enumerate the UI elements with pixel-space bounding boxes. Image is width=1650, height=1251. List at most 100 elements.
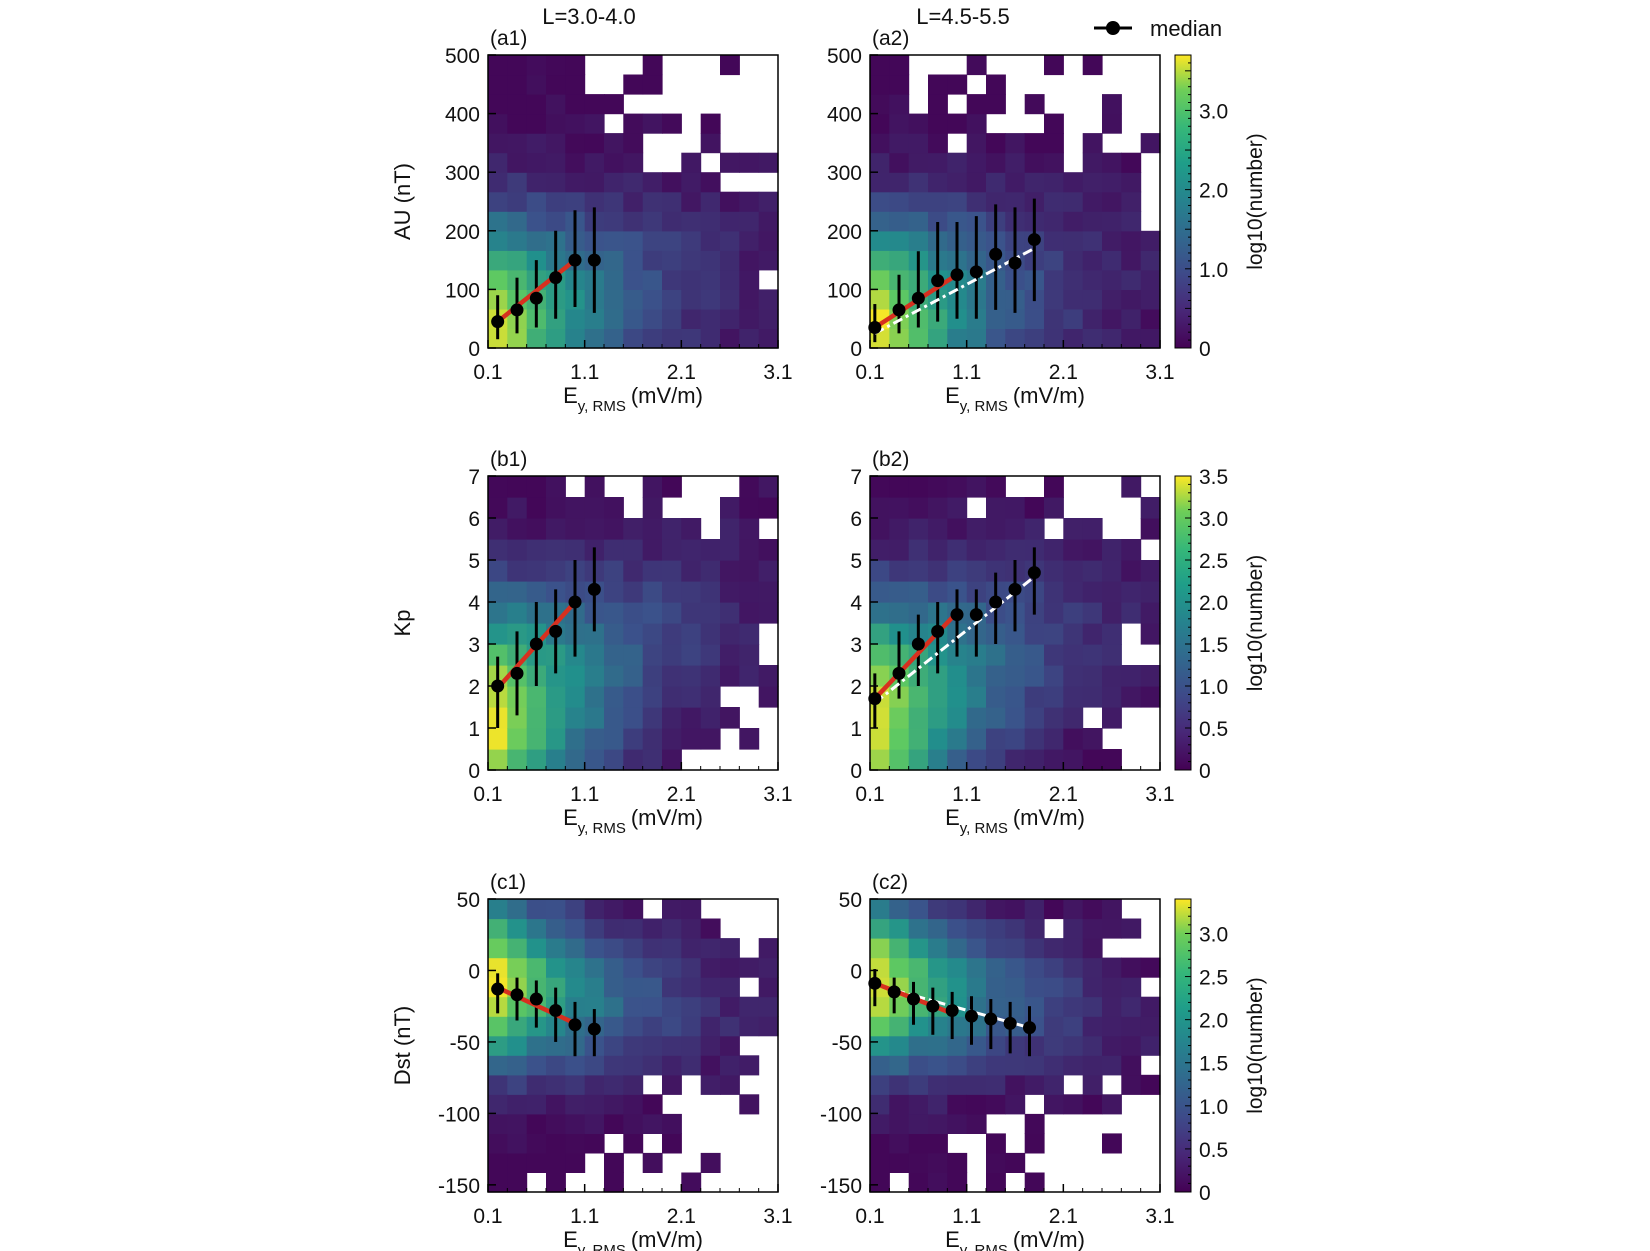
heatmap-cell (623, 899, 644, 920)
plot-frame (487, 898, 779, 1193)
heatmap-cell (507, 749, 528, 771)
x-tick-label: 1.1 (952, 361, 981, 384)
heatmap-cell (700, 938, 721, 959)
heatmap-cell (870, 539, 890, 561)
heatmap-cell (1121, 269, 1142, 290)
heatmap-cell (662, 1035, 682, 1056)
heatmap-cell (908, 1172, 929, 1193)
median-point (926, 999, 940, 1013)
heatmap-cell (966, 749, 987, 771)
heatmap-cell (720, 707, 740, 729)
heatmap-cell (928, 74, 948, 95)
heatmap-cell (565, 1152, 586, 1173)
heatmap-cell (1024, 686, 1045, 708)
heatmap-cell (700, 1055, 721, 1076)
heatmap-cell (1121, 996, 1142, 1017)
heatmap-cell (526, 918, 547, 939)
median-point (931, 274, 945, 288)
heatmap-cell (889, 94, 910, 115)
heatmap-cell (546, 749, 566, 771)
heatmap-cell (488, 250, 508, 271)
heatmap-cell (584, 1133, 605, 1154)
heatmap-cell (889, 152, 910, 173)
heatmap-cell (623, 1035, 644, 1056)
median-point (491, 982, 505, 996)
heatmap-cell (870, 560, 890, 582)
heatmap-cell (1024, 644, 1045, 666)
heatmap-cell (700, 1152, 721, 1173)
heatmap-cell (1102, 250, 1122, 271)
heatmap-cell (526, 1055, 547, 1076)
median-point (587, 582, 601, 596)
heatmap-cell (870, 1113, 890, 1134)
legend-marker (1106, 21, 1120, 35)
heatmap-cell (642, 1113, 663, 1134)
y-tick-label: 0 (468, 960, 480, 983)
heatmap-cell (681, 230, 702, 251)
heatmap-cell (758, 328, 779, 349)
y-tick-label: 200 (827, 221, 862, 244)
heatmap-cell (908, 560, 929, 582)
heatmap-cell (986, 94, 1006, 115)
heatmap-cell (526, 211, 547, 232)
heatmap-cell (662, 977, 682, 998)
heatmap-cell (1082, 269, 1103, 290)
heatmap-cell (966, 113, 987, 134)
heatmap-cell (1044, 1074, 1064, 1095)
x-tick-label: 0.1 (473, 1205, 502, 1228)
heatmap-cell (681, 211, 702, 232)
heatmap-cell (908, 686, 929, 708)
heatmap-cell (1102, 539, 1122, 561)
heatmap-cell (1044, 328, 1064, 349)
heatmap-cell (1044, 289, 1064, 310)
heatmap-cell (507, 476, 528, 498)
heatmap-cell (928, 899, 948, 920)
heatmap-cell (642, 191, 663, 212)
heatmap-cell (584, 1074, 605, 1095)
heatmap-cell (565, 113, 586, 134)
heatmap-cell (642, 113, 663, 134)
heatmap-cell (1102, 152, 1122, 173)
heatmap-cell (928, 957, 948, 978)
heatmap-cell (526, 230, 547, 251)
heatmap-cell (1044, 602, 1064, 624)
y-tick-label: 50 (457, 889, 480, 912)
colorbar-label: log10(number) (1244, 977, 1267, 1114)
heatmap-cell (1140, 250, 1161, 271)
heatmap-cell (681, 539, 702, 561)
heatmap-cell (1044, 152, 1064, 173)
heatmap-cell (758, 497, 779, 519)
heatmap-cell (546, 1172, 566, 1193)
heatmap-cell (507, 938, 528, 959)
plot-frame (487, 475, 779, 771)
heatmap-cell (1024, 623, 1045, 645)
heatmap (870, 899, 1161, 1193)
heatmap-cell (546, 899, 566, 920)
heatmap-cell (700, 269, 721, 290)
heatmap-cell (739, 539, 760, 561)
heatmap-cell (488, 957, 508, 978)
heatmap-cell (1024, 1172, 1045, 1193)
heatmap-cell (1082, 230, 1103, 251)
heatmap-cell (642, 602, 663, 624)
heatmap-cell (1063, 749, 1084, 771)
heatmap-cell (1005, 1152, 1026, 1173)
heatmap-cell (1063, 250, 1084, 271)
heatmap-cell (758, 191, 779, 212)
heatmap-cell (758, 938, 779, 959)
heatmap-cell (546, 497, 566, 519)
heatmap-cell (526, 94, 547, 115)
heatmap-cell (662, 172, 682, 193)
heatmap-cell (642, 1035, 663, 1056)
heatmap-cell (700, 230, 721, 251)
heatmap-cell (1024, 133, 1045, 154)
heatmap-cell (947, 560, 968, 582)
colorbar-tick-label: 0 (1199, 760, 1211, 783)
panel-a2: 0.1 1.1 2.1 3.1 0 100 200 300 400 500 Ey, RMS (mV/m… (827, 27, 1175, 415)
heatmap-cell (1102, 1055, 1122, 1076)
heatmap-cell (488, 539, 508, 561)
heatmap-cell (700, 996, 721, 1017)
heatmap-cell (908, 938, 929, 959)
heatmap-cell (700, 707, 721, 729)
heatmap-cell (1024, 308, 1045, 329)
